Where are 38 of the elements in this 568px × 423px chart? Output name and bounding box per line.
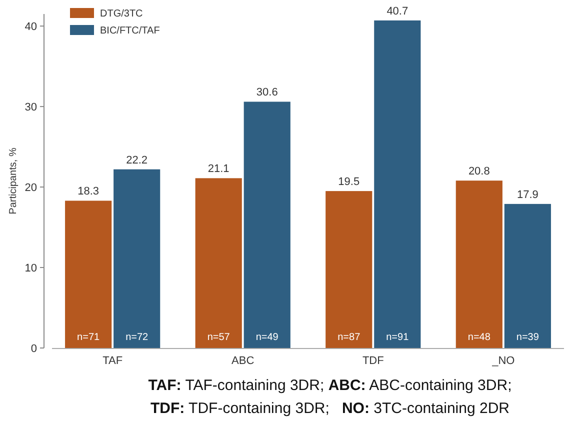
bar	[374, 20, 421, 348]
y-tick-label: 20	[24, 182, 37, 194]
annotation: n=39	[516, 332, 540, 343]
data-label: 17.9	[516, 188, 538, 201]
legend-label: DTG/3TC	[100, 8, 143, 20]
annotation: n=57	[207, 332, 230, 343]
bar	[114, 169, 160, 348]
bar	[65, 200, 112, 348]
text: TDF: TDF-containing 3DR; NO: 3TC-containing 2DR	[150, 400, 510, 417]
bar	[244, 102, 290, 348]
data-label: 22.2	[126, 154, 148, 166]
legend-label: BIC/FTC/TAF	[100, 26, 160, 36]
annotation: n=72	[126, 332, 149, 343]
data-label: 20.8	[468, 166, 490, 178]
annotation: n=48	[468, 332, 491, 343]
text: TAF: TAF-containing 3DR; ABC: ABC-containing 3DR;	[148, 377, 512, 394]
bar	[326, 191, 372, 348]
x-tick-label: TDF	[362, 355, 384, 367]
y-axis-title: Participants, %	[8, 148, 19, 214]
data-label: 30.6	[256, 86, 278, 99]
y-tick-label: 30	[24, 101, 37, 114]
x-tick-label: _NO	[491, 355, 516, 367]
annotation: n=91	[386, 332, 410, 343]
x-tick-label: ABC	[232, 355, 254, 367]
annotation: n=71	[77, 332, 100, 343]
annotation: n=87	[338, 332, 361, 343]
annotation: n=49	[256, 332, 279, 343]
bar	[195, 178, 242, 348]
data-label: 19.5	[338, 176, 360, 188]
bar	[456, 180, 502, 348]
bar	[504, 204, 551, 348]
data-label: 21.1	[208, 163, 230, 176]
data-label: 40.7	[386, 5, 408, 18]
y-tick-label: 40	[24, 20, 37, 33]
data-label: 18.3	[78, 186, 100, 198]
y-tick-label: 10	[24, 262, 37, 274]
y-tick-label: 0	[30, 342, 37, 355]
x-tick-label: TAF	[102, 355, 123, 367]
